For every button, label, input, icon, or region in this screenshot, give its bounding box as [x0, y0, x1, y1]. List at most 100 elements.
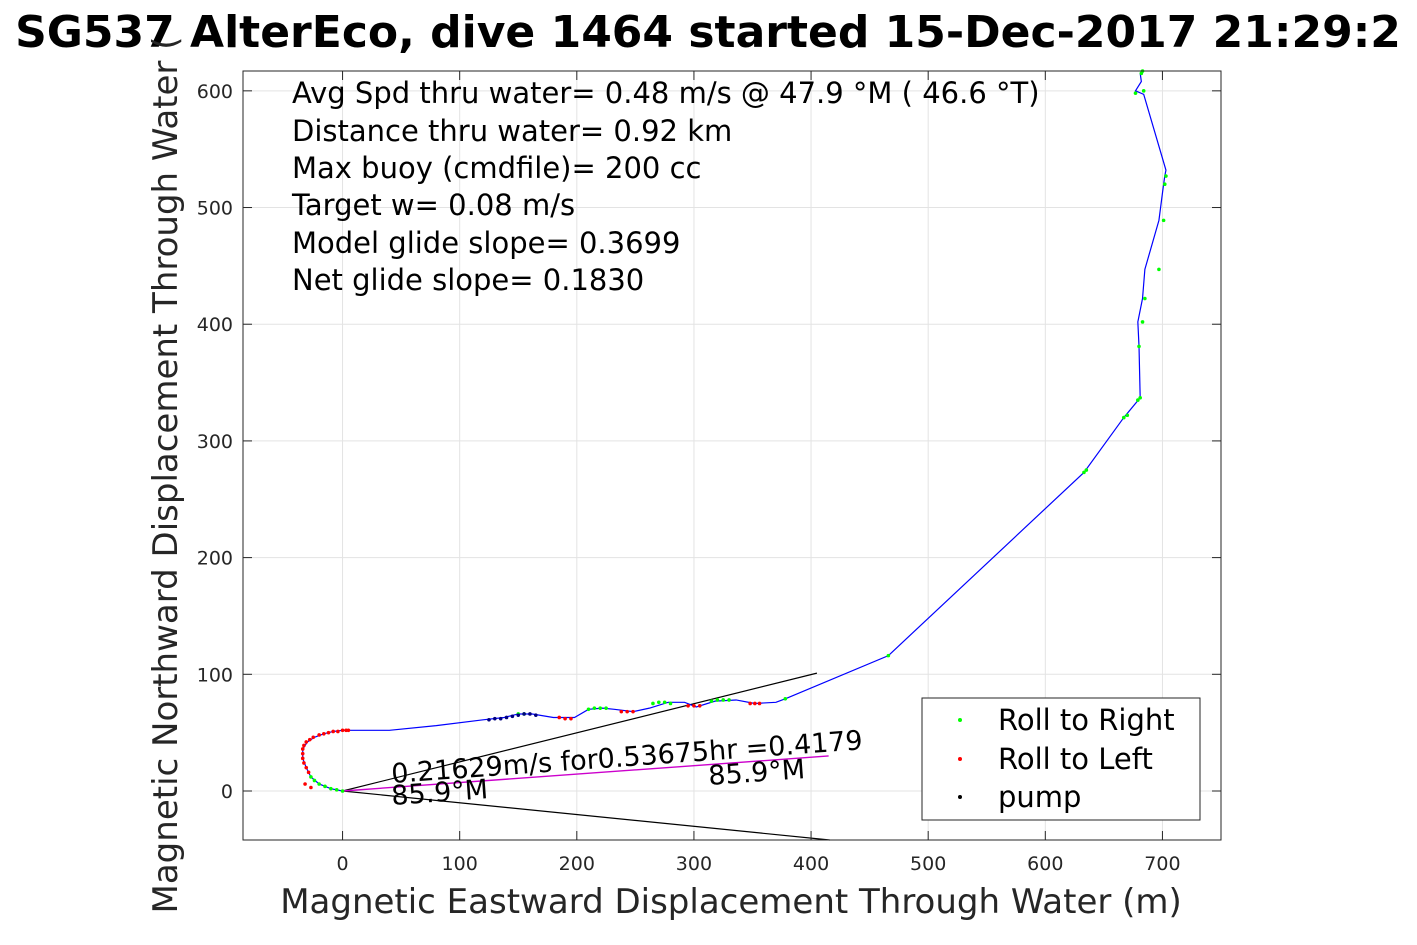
roll-right-point [309, 775, 313, 779]
roll-right-point [604, 706, 608, 710]
roll-left-point [304, 765, 309, 770]
roll-left-point [306, 770, 311, 775]
roll-right-point [1162, 182, 1167, 186]
roll-right-point [662, 700, 667, 705]
x-axis-label: Magnetic Eastward Displacement Through W… [280, 882, 1182, 922]
pump-point [504, 715, 509, 720]
roll-left-point [303, 782, 307, 786]
roll-left-point [300, 747, 305, 751]
x-tick-label: 100 [442, 853, 478, 875]
roll-right-point [586, 707, 591, 712]
roll-right-point [1125, 413, 1130, 418]
roll-left-point [322, 732, 326, 736]
roll-right-point [323, 784, 327, 789]
roll-left-point [304, 740, 309, 744]
roll-left-point [753, 701, 757, 706]
stat-avg-speed: Avg Spd thru water= 0.48 m/s @ 47.9 °M (… [292, 76, 1040, 110]
roll-left-point [307, 737, 312, 742]
legend-marker-roll-right [958, 718, 962, 722]
roll-left-point [619, 709, 624, 714]
roll-right-point [1137, 344, 1141, 349]
stat-net-glide: Net glide slope= 0.1830 [292, 263, 644, 297]
stat-model-glide: Model glide slope= 0.3699 [292, 226, 680, 260]
roll-right-point [668, 701, 673, 706]
roll-left-point [697, 704, 702, 708]
y-tick-label: 500 [197, 198, 233, 220]
roll-right-point [598, 706, 603, 710]
axes-frame [242, 70, 1222, 841]
roll-right-point [1133, 91, 1138, 95]
heading-start-label: 85.9°M [390, 774, 489, 812]
roll-left-point [331, 729, 335, 734]
roll-left-point [569, 716, 573, 721]
heading-wedge-line [342, 672, 818, 792]
x-tick-label: 500 [910, 853, 946, 875]
roll-right-point [715, 698, 720, 702]
pump-point [487, 718, 491, 722]
roll-right-point [656, 700, 661, 705]
roll-right-point [727, 698, 731, 702]
roll-left-point [692, 704, 696, 708]
roll-left-point [300, 751, 305, 756]
roll-right-point [1084, 468, 1089, 472]
x-tick-label: 700 [1144, 853, 1180, 875]
heading-wedge [342, 672, 830, 841]
y-tick-label: 300 [197, 431, 233, 453]
roll-right-point [1143, 296, 1147, 301]
roll-right-point [312, 778, 317, 783]
heading-wedge-line [342, 790, 830, 841]
roll-right-point [1136, 398, 1140, 402]
roll-right-point [886, 653, 891, 658]
marker-group [300, 69, 1168, 793]
roll-left-point [346, 728, 351, 733]
roll-left-point [326, 730, 331, 735]
roll-right-point [709, 699, 714, 703]
track-group [302, 70, 1167, 792]
y-axis-label: Magnetic Northward Displacement Through … [146, 37, 186, 914]
roll-left-point [748, 701, 752, 706]
roll-right-point [1141, 89, 1146, 93]
roll-right-point [329, 786, 333, 791]
roll-right-point [334, 788, 339, 792]
x-tick-label: 0 [337, 853, 349, 875]
chart-title: SG537 AlterEco, dive 1464 started 15-Dec… [15, 7, 1401, 58]
roll-right-point [1138, 395, 1142, 400]
roll-left-point [631, 709, 635, 714]
roll-left-point [625, 709, 629, 714]
roll-right-point [592, 706, 597, 710]
roll-left-point [317, 733, 321, 737]
pump-point [516, 713, 521, 717]
pump-point [528, 712, 532, 716]
x-tick-label: 600 [1027, 853, 1063, 875]
roll-right-point [1121, 415, 1126, 420]
roll-left-point [302, 761, 306, 765]
legend-label-roll-left: Roll to Left [998, 742, 1153, 776]
pump-point [534, 713, 538, 717]
roll-left-point [757, 701, 762, 706]
roll-right-point [1161, 218, 1166, 223]
y-tick-label: 200 [197, 548, 233, 570]
roll-right-point [721, 698, 726, 702]
y-tick-label: 100 [197, 664, 233, 686]
roll-left-point [300, 756, 305, 761]
stats-block: Avg Spd thru water= 0.48 m/s @ 47.9 °M (… [291, 76, 1040, 297]
x-tick-label: 300 [676, 853, 712, 875]
roll-right-point [783, 697, 788, 701]
tick-group: 0 100 200 300 400 500 600 700 0 100 200 300 400 500 60… [197, 71, 1221, 875]
roll-left-point [309, 785, 313, 790]
roll-right-point [651, 701, 655, 706]
legend-box [921, 697, 1201, 821]
legend: Roll to Right Roll to Left pump [921, 697, 1201, 821]
roll-left-point [302, 743, 306, 748]
y-tick-label: 400 [197, 314, 233, 336]
roll-left-point [311, 735, 316, 740]
pump-point [498, 716, 503, 721]
legend-label-roll-right: Roll to Right [998, 703, 1175, 737]
roll-left-point [686, 704, 690, 708]
roll-right-point [1157, 267, 1161, 272]
legend-marker-roll-left [958, 757, 962, 761]
stat-distance: Distance thru water= 0.92 km [292, 114, 732, 148]
roll-right-point [340, 789, 345, 793]
stat-target-w: Target w= 0.08 m/s [291, 188, 575, 222]
heading-end-label: 85.9°M [707, 754, 806, 792]
